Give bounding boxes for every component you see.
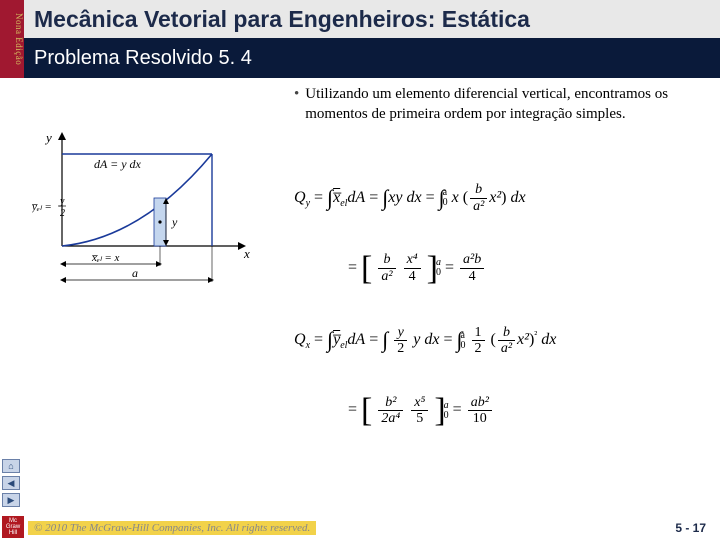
prev-icon[interactable]: ◀ xyxy=(2,476,20,490)
bullet-body: Utilizando um elemento diferencial verti… xyxy=(305,84,702,125)
axis-y-label: y xyxy=(44,130,52,145)
svg-text:y: y xyxy=(59,196,65,207)
a-dim: a xyxy=(132,266,138,280)
svg-text:2: 2 xyxy=(60,208,65,219)
eq-Qy-result: = [ ba² x⁴4 ]a0 = a²b4 xyxy=(348,230,702,295)
nav-icons: ⌂ ◀ ▶ xyxy=(2,456,22,510)
eq-Qx: Qx = ∫y̅eldA = ∫ y2 y dx = ∫a0 12 (ba²x²… xyxy=(294,316,702,358)
content-area: • Utilizando um elemento diferencial ver… xyxy=(24,78,720,516)
subtitle-bar: Problema Resolvido 5. 4 xyxy=(24,38,720,78)
y-dim: y xyxy=(171,215,178,229)
title-bar: Mecânica Vetorial para Engenheiros: Está… xyxy=(24,0,720,38)
subtitle-text: Problema Resolvido 5. 4 xyxy=(34,47,252,70)
math-equations: Qy = ∫x̅eldA = ∫xy dx = ∫a0 x (ba²x²) dx… xyxy=(294,168,702,459)
xbar-label: x̅ₑₗ = x xyxy=(91,252,120,264)
book-spine: Nona Edição xyxy=(0,0,24,78)
bullet-text: • Utilizando um elemento diferencial ver… xyxy=(294,84,702,125)
eq-Qx-result: = [ b²2a⁴ x⁵5 ]a0 = ab²10 xyxy=(348,372,702,437)
bullet-dot: • xyxy=(294,84,299,125)
footer: © 2010 The McGraw-Hill Companies, Inc. A… xyxy=(0,516,720,540)
eq-Qy: Qy = ∫x̅eldA = ∫xy dx = ∫a0 x (ba²x²) dx xyxy=(294,174,702,216)
home-icon[interactable]: ⌂ xyxy=(2,459,20,473)
axis-x-label: x xyxy=(243,246,250,261)
dA-label: dA = y dx xyxy=(94,157,142,171)
page-number: 5 - 17 xyxy=(675,521,706,535)
next-icon[interactable]: ▶ xyxy=(2,493,20,507)
copyright-text: © 2010 The McGraw-Hill Companies, Inc. A… xyxy=(28,521,316,535)
figure-diagram: y x dA = y dx y̅ₑₗ = y 2 y x̅ₑₗ = x a xyxy=(32,126,262,286)
ybar-label: y̅ₑₗ = xyxy=(32,201,52,213)
page-title: Mecânica Vetorial para Engenheiros: Está… xyxy=(34,6,530,33)
